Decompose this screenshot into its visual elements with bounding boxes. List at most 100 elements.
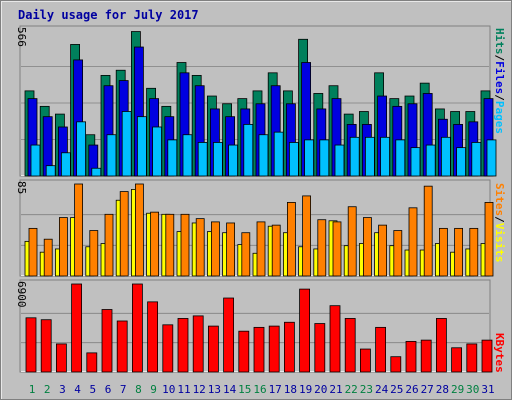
day-label: 6 bbox=[105, 383, 112, 396]
sites-bar bbox=[271, 224, 281, 277]
sites-bar bbox=[454, 227, 464, 277]
day-label: 11 bbox=[177, 383, 190, 396]
sites-bar bbox=[469, 227, 479, 277]
pages-bar bbox=[304, 139, 315, 177]
pages-bar bbox=[61, 152, 71, 177]
day-label: 4 bbox=[74, 383, 81, 396]
x-axis-day-labels: 1 2 3 4 5 6 7 8 9 10 11 12 13 14 15 16 17 18 19 20 21 22 23 24 2… bbox=[29, 383, 495, 396]
day-label: 19 bbox=[299, 383, 312, 396]
pages-bar bbox=[182, 134, 193, 177]
sites-bar bbox=[195, 218, 205, 277]
kbytes-bar bbox=[40, 319, 52, 373]
kbytes-bar bbox=[86, 352, 98, 373]
pages-bar bbox=[364, 136, 375, 177]
sites-bar bbox=[408, 207, 418, 277]
panel-hits-files-pages: 566 Hits/Files/Pages bbox=[15, 25, 506, 177]
day-label: 9 bbox=[150, 383, 157, 396]
pages-bar bbox=[440, 136, 451, 177]
pages-bar bbox=[167, 139, 178, 177]
panel3-bars bbox=[25, 283, 493, 373]
day-label: 2 bbox=[44, 383, 51, 396]
sites-bar bbox=[119, 191, 129, 277]
pages-bar bbox=[136, 116, 147, 177]
sites-bar bbox=[210, 221, 220, 277]
sites-bar bbox=[484, 201, 494, 277]
sites-bar bbox=[256, 221, 266, 277]
legend-sep-2: / bbox=[493, 94, 506, 101]
sites-bar bbox=[378, 224, 388, 277]
pages-bar bbox=[243, 124, 254, 177]
pages-bar bbox=[212, 142, 223, 177]
day-label: 26 bbox=[405, 383, 418, 396]
day-label: 23 bbox=[360, 383, 373, 396]
sites-bar bbox=[180, 213, 190, 277]
day-label: 29 bbox=[451, 383, 464, 396]
day-label: 3 bbox=[59, 383, 66, 396]
day-label: 20 bbox=[314, 383, 327, 396]
kbytes-bar bbox=[162, 324, 174, 373]
kbytes-bar bbox=[451, 347, 463, 373]
kbytes-bar bbox=[147, 301, 159, 373]
legend-kbytes-label: KBytes bbox=[493, 333, 506, 373]
sites-bar bbox=[438, 227, 448, 277]
kbytes-bar bbox=[56, 343, 67, 373]
kbytes-bar bbox=[314, 323, 326, 373]
sites-bar bbox=[286, 201, 296, 277]
sites-bar bbox=[241, 232, 251, 277]
sites-bar bbox=[347, 206, 357, 277]
pages-bar bbox=[197, 142, 208, 177]
day-label: 17 bbox=[269, 383, 282, 396]
pages-bar bbox=[486, 139, 497, 177]
kbytes-bar bbox=[223, 297, 235, 373]
kbytes-bar bbox=[375, 326, 387, 373]
panel3-legend: KBytes bbox=[493, 333, 506, 373]
legend-visits-label: Visits bbox=[493, 223, 506, 263]
pages-bar bbox=[121, 111, 132, 177]
day-label: 13 bbox=[208, 383, 221, 396]
day-label: 25 bbox=[390, 383, 403, 396]
kbytes-bar bbox=[192, 315, 204, 373]
day-label: 30 bbox=[466, 383, 479, 396]
sites-bar bbox=[43, 238, 53, 277]
kbytes-bar bbox=[238, 330, 250, 373]
sites-bar bbox=[28, 227, 38, 277]
kbytes-bar bbox=[71, 283, 82, 373]
legend-sep-3: / bbox=[493, 216, 506, 223]
pages-bar bbox=[425, 144, 436, 177]
legend-hits-label: Hits bbox=[493, 28, 506, 55]
sites-bar bbox=[332, 221, 342, 277]
sites-bar bbox=[89, 230, 99, 277]
day-label: 22 bbox=[345, 383, 358, 396]
kbytes-bar bbox=[344, 318, 356, 373]
sites-bar bbox=[74, 183, 83, 277]
day-label: 15 bbox=[238, 383, 251, 396]
pages-bar bbox=[319, 139, 330, 177]
kbytes-bar bbox=[101, 309, 113, 373]
pages-bar bbox=[334, 144, 345, 177]
day-label: 5 bbox=[89, 383, 96, 396]
panel-kbytes: 6900 KBytes bbox=[15, 279, 506, 373]
sites-bar bbox=[226, 222, 236, 277]
sites-bar bbox=[104, 213, 114, 277]
pages-bar bbox=[288, 142, 299, 177]
sites-bar bbox=[362, 217, 372, 277]
kbytes-bar bbox=[207, 325, 219, 373]
kbytes-bar bbox=[116, 320, 128, 373]
legend-sites-label: Sites bbox=[493, 183, 506, 216]
pages-bar bbox=[456, 147, 467, 177]
legend-files-label: Files bbox=[493, 61, 506, 94]
pages-bar bbox=[106, 134, 117, 177]
pages-bar bbox=[76, 121, 86, 177]
sites-bar bbox=[317, 219, 327, 277]
kbytes-bar bbox=[131, 283, 143, 373]
day-label: 31 bbox=[481, 383, 494, 396]
kbytes-bar bbox=[253, 326, 265, 373]
panel1-bars bbox=[24, 31, 497, 177]
pages-bar bbox=[395, 139, 406, 177]
day-label: 8 bbox=[135, 383, 142, 396]
day-label: 14 bbox=[223, 383, 237, 396]
day-label: 12 bbox=[193, 383, 206, 396]
sites-bar bbox=[165, 213, 175, 277]
kbytes-bar bbox=[268, 325, 280, 373]
kbytes-bar bbox=[390, 356, 402, 373]
